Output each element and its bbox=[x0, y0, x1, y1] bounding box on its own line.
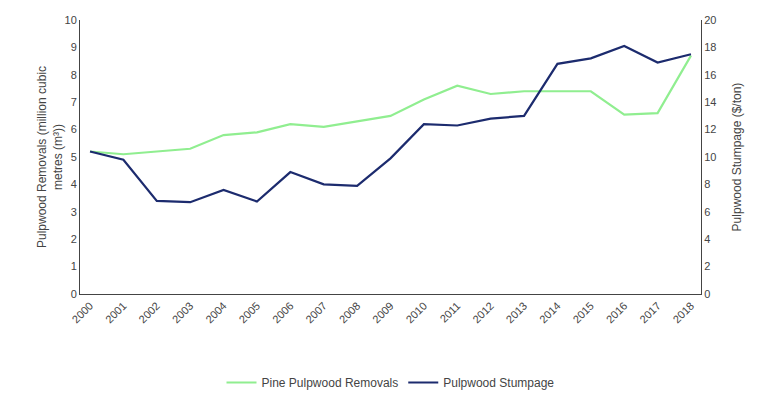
svg-text:2005: 2005 bbox=[236, 300, 262, 326]
svg-text:2010: 2010 bbox=[403, 300, 429, 326]
svg-text:2011: 2011 bbox=[437, 300, 462, 325]
svg-text:2001: 2001 bbox=[103, 300, 129, 326]
svg-text:Pulpwood Removals (million cub: Pulpwood Removals (million cubicmetres (… bbox=[35, 66, 65, 248]
svg-text:Pine Pulpwood Removals: Pine Pulpwood Removals bbox=[262, 376, 399, 390]
svg-text:0: 0 bbox=[71, 288, 77, 300]
svg-text:10: 10 bbox=[704, 151, 716, 163]
svg-text:2018: 2018 bbox=[670, 300, 696, 326]
svg-text:2002: 2002 bbox=[136, 300, 162, 326]
svg-text:2013: 2013 bbox=[504, 300, 530, 326]
svg-text:2009: 2009 bbox=[370, 300, 396, 326]
svg-text:2000: 2000 bbox=[70, 300, 96, 326]
svg-text:14: 14 bbox=[704, 96, 716, 108]
svg-text:1: 1 bbox=[71, 260, 77, 272]
svg-text:2016: 2016 bbox=[604, 300, 630, 326]
svg-text:2008: 2008 bbox=[337, 300, 363, 326]
svg-text:16: 16 bbox=[704, 69, 716, 81]
svg-text:18: 18 bbox=[704, 41, 716, 53]
svg-text:4: 4 bbox=[704, 233, 710, 245]
svg-text:5: 5 bbox=[71, 151, 77, 163]
svg-text:6: 6 bbox=[71, 123, 77, 135]
svg-text:2012: 2012 bbox=[470, 300, 496, 326]
svg-text:6: 6 bbox=[704, 206, 710, 218]
svg-text:2004: 2004 bbox=[203, 300, 229, 326]
svg-text:2003: 2003 bbox=[170, 300, 196, 326]
svg-text:12: 12 bbox=[704, 123, 716, 135]
svg-text:2: 2 bbox=[704, 260, 710, 272]
svg-text:4: 4 bbox=[71, 178, 77, 190]
svg-text:2014: 2014 bbox=[537, 300, 563, 326]
svg-text:Pulpwood Stumpage: Pulpwood Stumpage bbox=[443, 376, 554, 390]
svg-text:2: 2 bbox=[71, 233, 77, 245]
svg-text:2017: 2017 bbox=[637, 300, 663, 326]
svg-text:Pulpwood Stumpage ($/ton): Pulpwood Stumpage ($/ton) bbox=[730, 83, 744, 232]
svg-text:8: 8 bbox=[704, 178, 710, 190]
svg-text:2015: 2015 bbox=[570, 300, 596, 326]
svg-text:7: 7 bbox=[71, 96, 77, 108]
svg-text:2007: 2007 bbox=[303, 300, 329, 326]
svg-text:9: 9 bbox=[71, 41, 77, 53]
svg-text:20: 20 bbox=[704, 14, 716, 26]
svg-text:0: 0 bbox=[704, 288, 710, 300]
svg-text:10: 10 bbox=[65, 14, 77, 26]
svg-text:3: 3 bbox=[71, 206, 77, 218]
svg-text:8: 8 bbox=[71, 69, 77, 81]
svg-text:2006: 2006 bbox=[270, 300, 296, 326]
